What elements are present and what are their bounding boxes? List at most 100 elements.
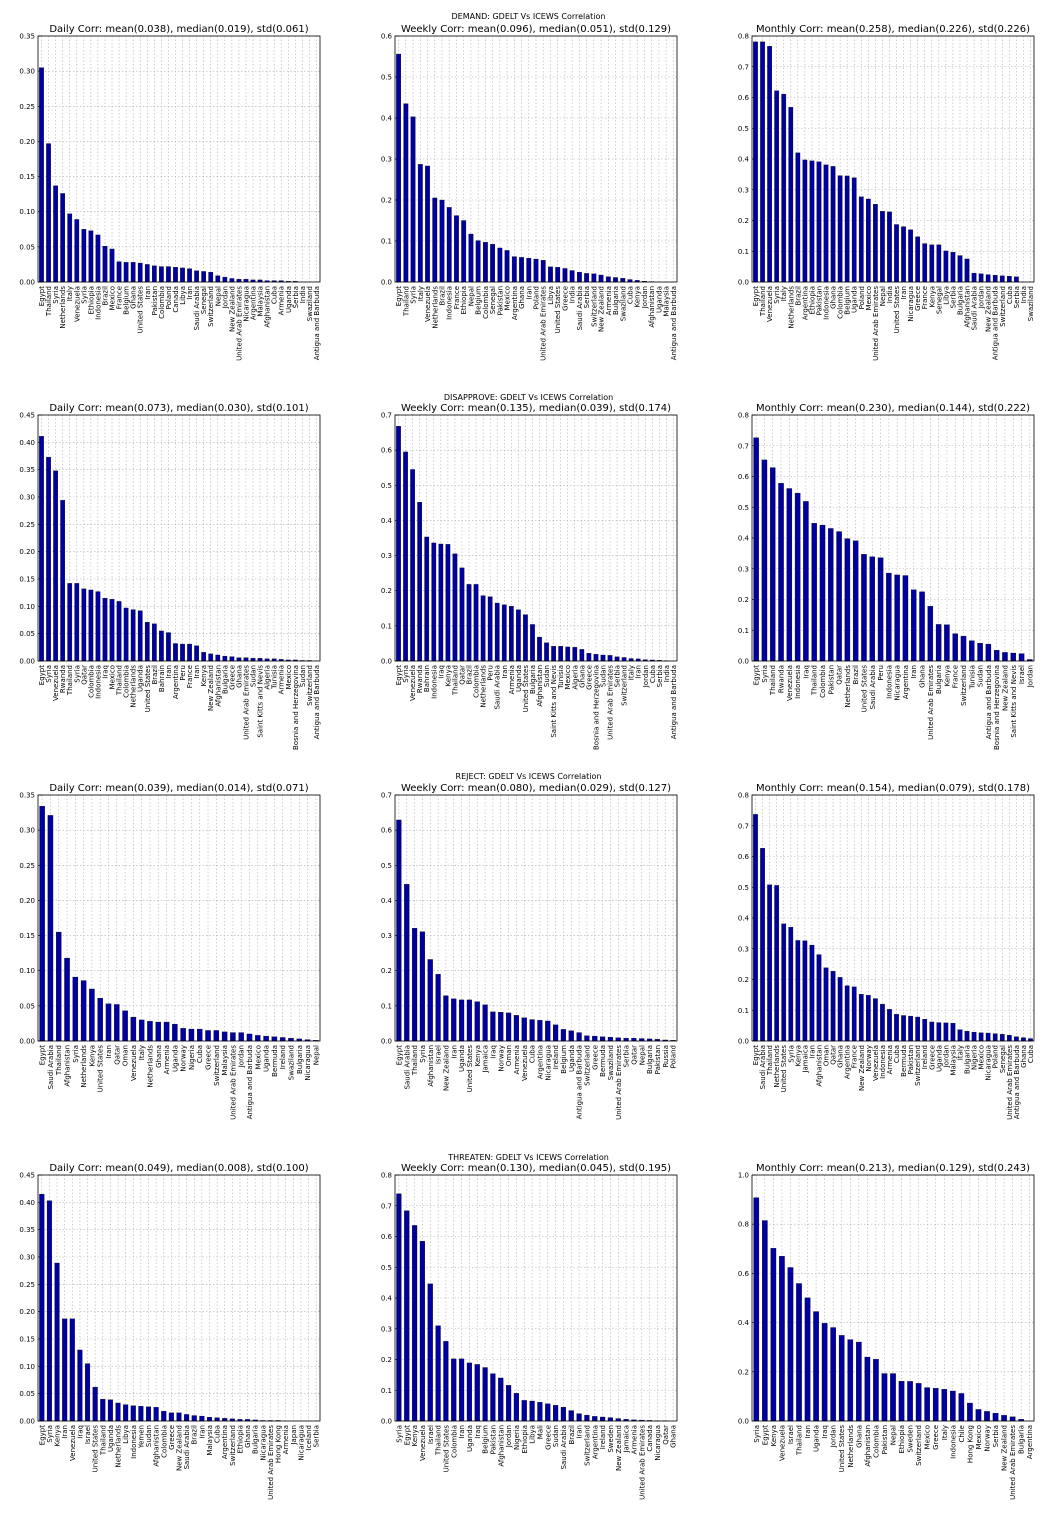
x-tick-label: Ireland — [279, 1045, 287, 1069]
x-tick-label: Thailand — [99, 1425, 107, 1456]
bar — [100, 1398, 106, 1422]
x-tick-label: Oman — [505, 1045, 513, 1066]
bar — [614, 656, 620, 662]
bar — [858, 994, 864, 1042]
bar — [194, 645, 199, 662]
y-tick-label: 0.0 — [381, 1038, 392, 1046]
y-tick-label: 0.4 — [381, 1295, 393, 1303]
bar — [788, 107, 794, 283]
chart-reject-daily: Daily Corr: mean(0.039), median(0.014), … — [19, 783, 321, 1120]
x-tick-label: Israel — [84, 1425, 92, 1444]
x-tick-label: Antigua and Barbuda — [670, 286, 678, 360]
y-tick-label: 0.4 — [381, 115, 393, 123]
bar — [943, 1022, 949, 1042]
x-tick-label: United Arab Emirates — [1006, 1045, 1014, 1120]
x-tick-label: Netherlands — [130, 665, 138, 708]
bar — [222, 276, 228, 283]
y-tick-label: 0.3 — [381, 932, 392, 940]
bar — [770, 467, 776, 662]
x-tick-label: Mali — [536, 1425, 544, 1439]
x-tick-label: Poland — [670, 1045, 678, 1068]
bar — [519, 257, 524, 283]
y-tick-label: 0.35 — [19, 1226, 35, 1234]
x-tick-label: New Zealand — [598, 286, 606, 332]
bar — [915, 1383, 922, 1422]
y-tick-label: 0.30 — [19, 68, 35, 76]
x-tick-label: Syria — [80, 286, 88, 304]
bar — [461, 220, 467, 283]
bar — [584, 273, 590, 283]
bar — [592, 1416, 598, 1422]
bar — [605, 276, 611, 283]
x-tick-label: Brazil — [151, 665, 159, 685]
bar — [847, 1339, 854, 1422]
bar — [901, 226, 906, 283]
bar — [558, 646, 564, 662]
x-tick-label: Iceland — [305, 1425, 313, 1450]
x-tick-label: Yemen — [137, 1425, 145, 1449]
bar — [999, 1034, 1005, 1042]
bar — [880, 1003, 885, 1042]
x-tick-label: Kenya — [943, 665, 951, 686]
bar — [271, 280, 277, 283]
x-tick-label: Thailand — [796, 1425, 804, 1456]
bar — [497, 247, 503, 283]
x-tick-label: Tunisia — [557, 665, 565, 690]
bar — [555, 267, 561, 283]
x-tick-label: Serbia — [992, 1425, 1000, 1447]
x-tick-label: Argentina — [1026, 1425, 1034, 1459]
bar — [238, 1032, 244, 1042]
x-tick-label: Nicaragua — [985, 1045, 993, 1081]
y-tick-label: 0.3 — [381, 552, 392, 560]
bar — [403, 451, 408, 662]
bar — [161, 1411, 167, 1422]
x-tick-label: Iran — [635, 665, 643, 679]
bar — [260, 1420, 266, 1422]
x-tick-label: Kenya — [474, 1045, 482, 1066]
x-tick-label: Uganda — [935, 1045, 943, 1072]
x-tick-label: Kenya — [794, 1045, 802, 1066]
bar — [229, 656, 235, 662]
bar — [779, 1256, 785, 1422]
y-tick-label: 0.05 — [19, 243, 35, 251]
bar — [639, 1419, 645, 1422]
x-tick-label: France — [921, 286, 929, 309]
x-tick-label: Netherlands — [115, 1425, 123, 1468]
y-tick-label: 0.8 — [738, 1221, 749, 1229]
bar — [137, 262, 143, 283]
y-tick-label: 0.2 — [738, 217, 749, 225]
x-tick-label: Indonesia — [430, 665, 438, 699]
bar — [237, 1419, 243, 1422]
y-tick-label: 0.10 — [19, 1363, 35, 1371]
x-tick-label: Jordan — [1026, 665, 1034, 688]
bar — [490, 244, 496, 283]
x-tick-label: Kenya — [411, 1425, 419, 1446]
x-tick-label: Sudan — [552, 1425, 560, 1447]
x-tick-label: Iraq — [76, 1425, 84, 1439]
x-tick-label: Greece — [168, 1425, 176, 1450]
x-tick-label: Brazil — [794, 286, 802, 306]
x-tick-label: Tunisia — [968, 665, 976, 690]
chart-title: Daily Corr: mean(0.073), median(0.030), … — [49, 403, 308, 414]
y-tick-label: 0.0 — [738, 1038, 749, 1046]
x-tick-label: Egypt — [752, 286, 760, 306]
bar — [794, 492, 801, 662]
bar — [187, 268, 192, 283]
y-tick-label: 0.1 — [738, 627, 749, 635]
bar — [607, 1036, 613, 1042]
bar — [508, 606, 514, 662]
bar — [313, 1040, 319, 1042]
y-tick-label: 0.0 — [381, 658, 392, 666]
bar — [205, 1030, 211, 1042]
bar — [56, 931, 62, 1042]
x-tick-label: Greece — [205, 1045, 213, 1070]
x-tick-label: Sudan — [145, 1425, 153, 1447]
x-tick-label: Netherlands — [59, 286, 67, 329]
x-tick-label: Jamaica — [482, 1045, 490, 1074]
x-tick-label: Egypt — [395, 1045, 403, 1065]
bar — [816, 161, 822, 283]
y-tick-label: 0.2 — [738, 596, 749, 604]
x-tick-label: Pakistan — [907, 1045, 915, 1074]
bar — [275, 1420, 281, 1422]
